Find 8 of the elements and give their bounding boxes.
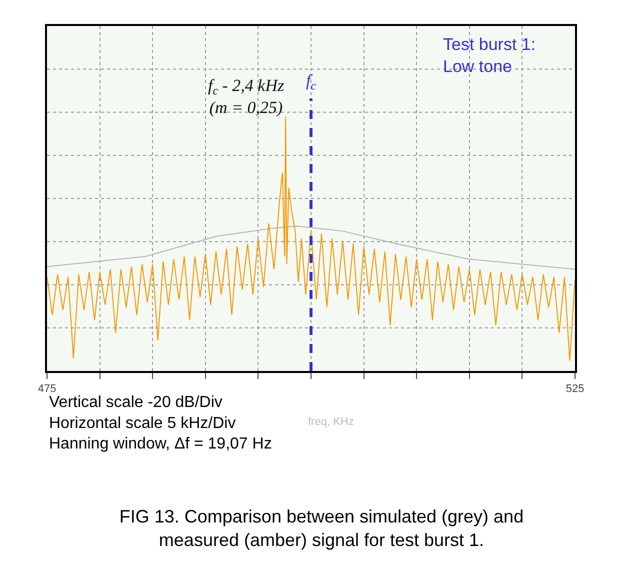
annotation: f$_{c}$ - 2,4 kHz (m = 0,25) (208, 76, 284, 118)
text: Test burst 1: Low tone (443, 35, 536, 76)
ref-line-label: f$_{c}$ (306, 71, 317, 93)
x-tick-label: 525 (566, 383, 584, 396)
text: Vertical scale -20 dB/Div Horizontal scale 5 kHz/Div Hanning window, Δf = 19,07 Hz (49, 394, 272, 453)
x-tick-label: 475 (38, 383, 56, 396)
text: FIG 13. Comparison between simulated (grey) and measured (amber) signal for test burst 1. (119, 506, 524, 550)
x-axis-title: freq, KHz (308, 416, 354, 428)
